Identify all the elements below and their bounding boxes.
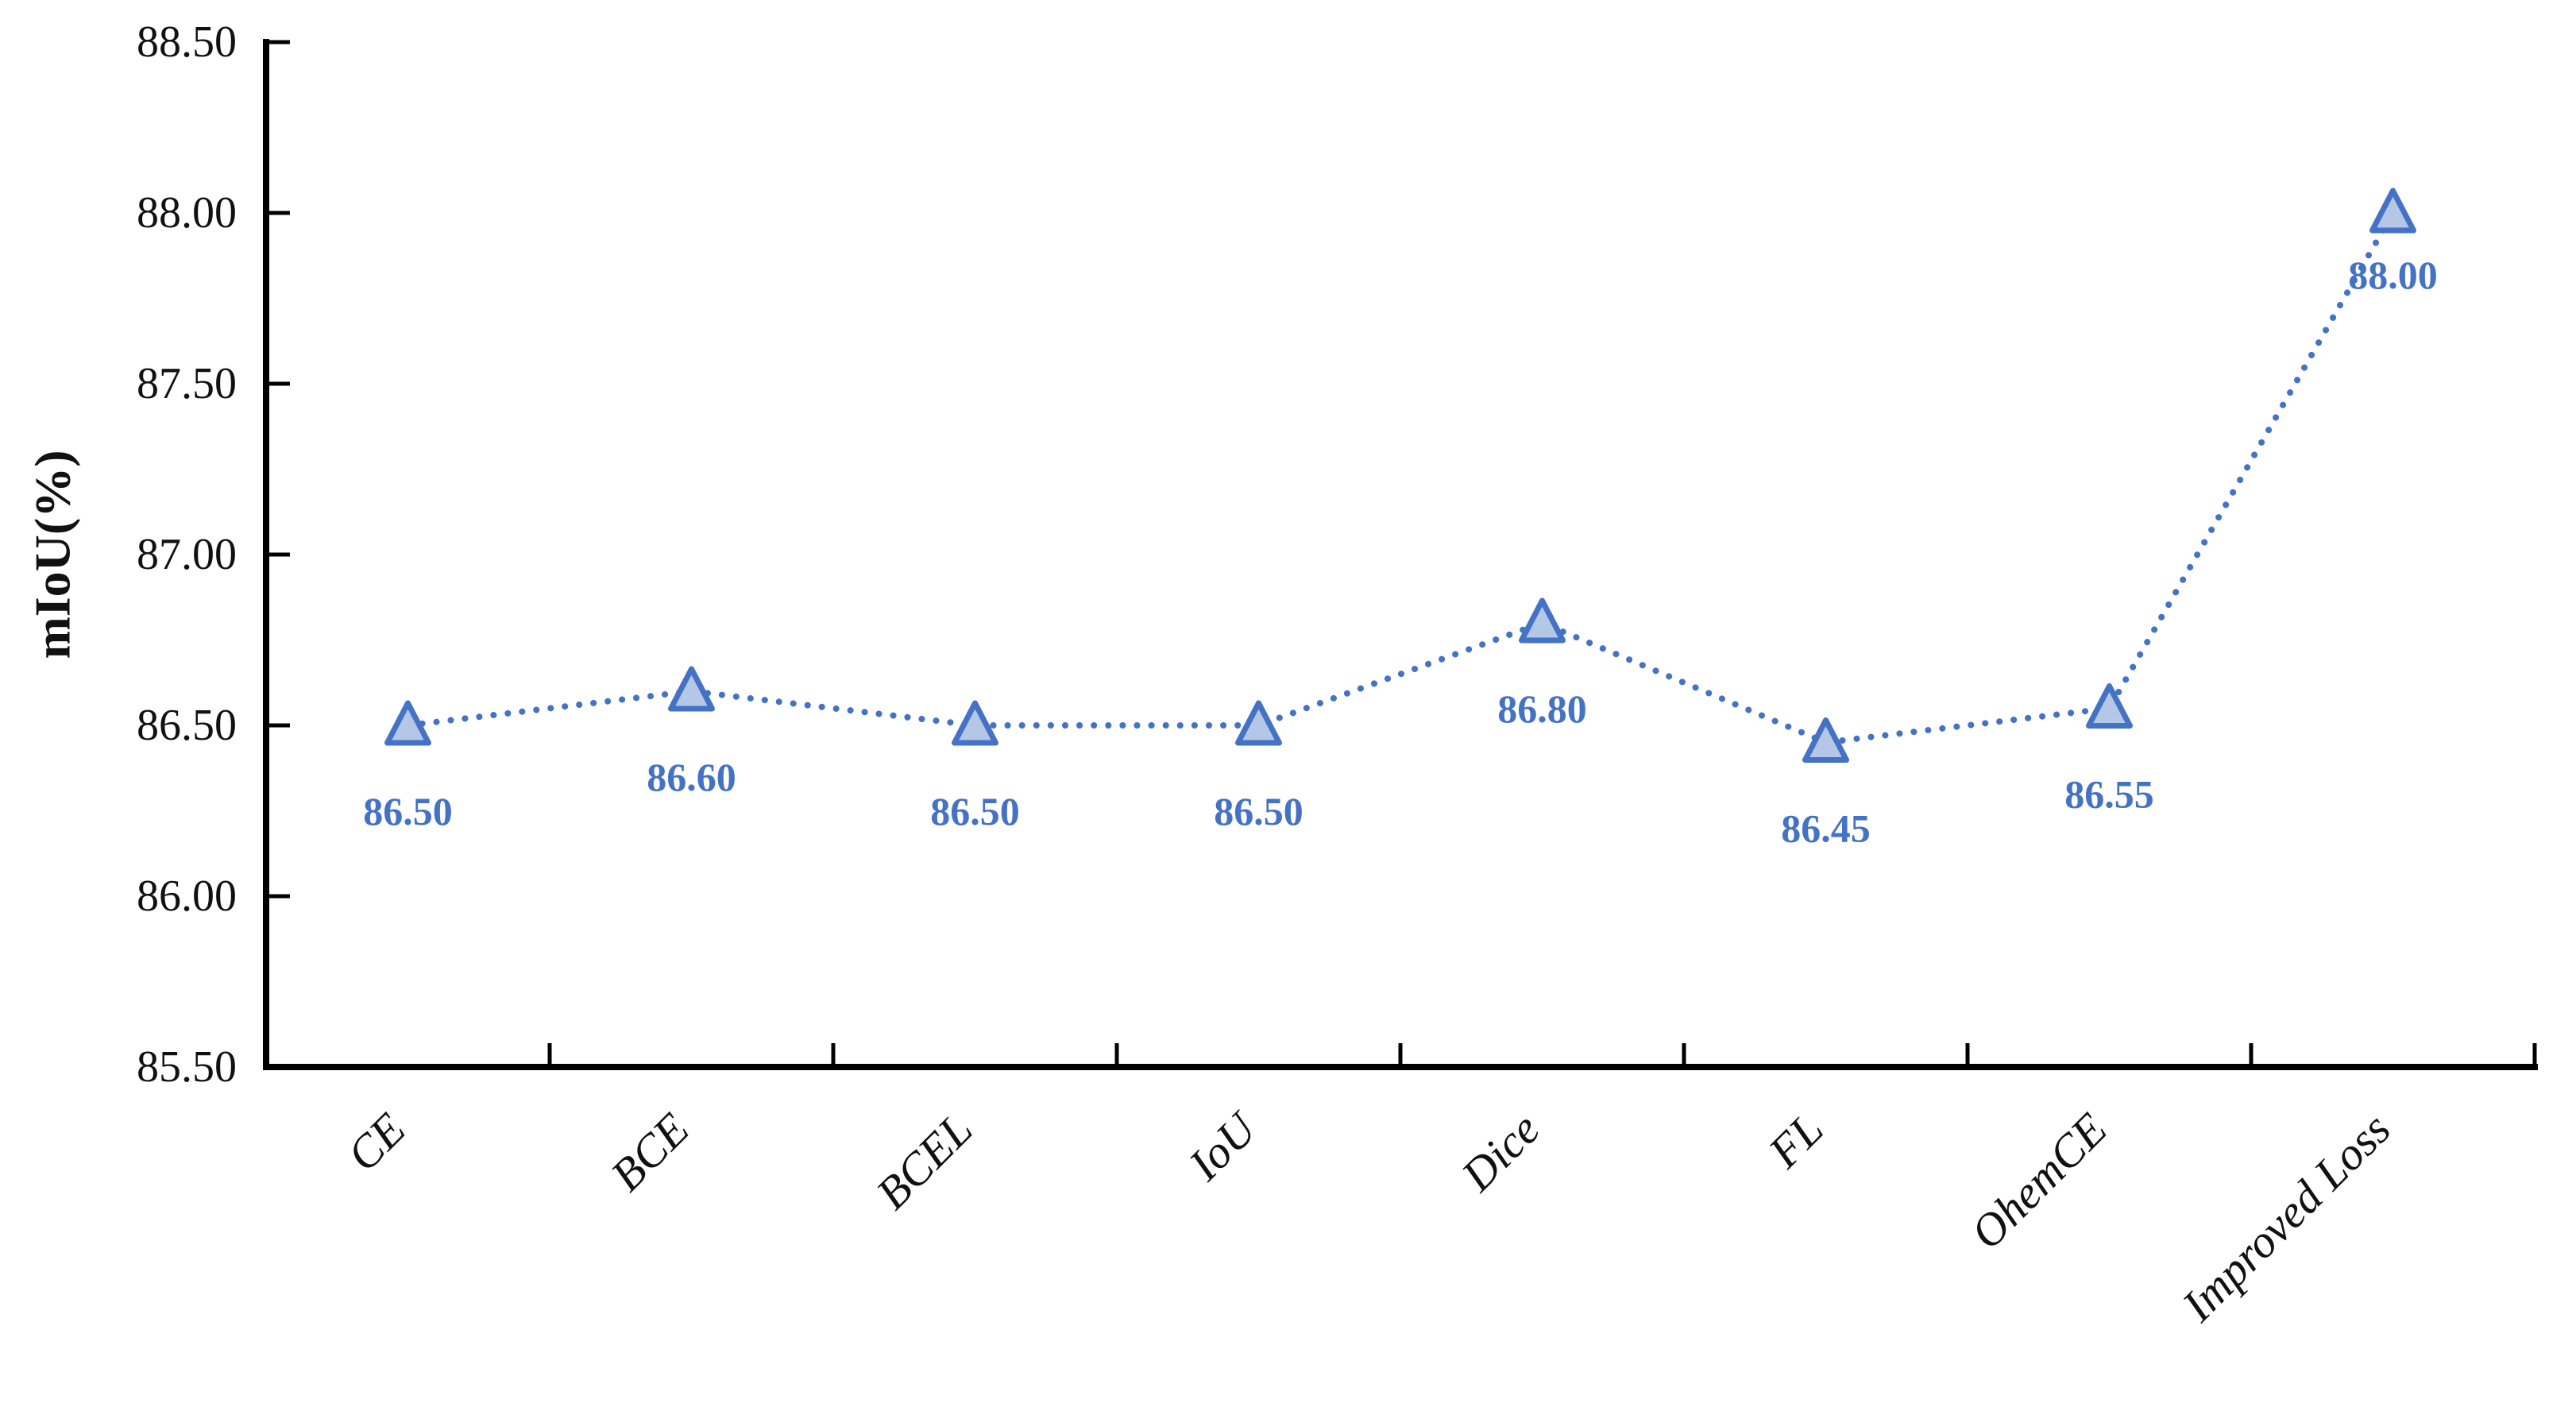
y-tick-label: 88.00 [137, 188, 237, 238]
data-label: 86.55 [2064, 772, 2154, 817]
x-category-label: Improved Loss [2172, 1103, 2400, 1332]
data-label: 86.45 [1781, 806, 1871, 851]
data-label: 86.50 [930, 789, 1020, 833]
x-category-label: BCE [601, 1103, 698, 1200]
data-point-marker [952, 700, 998, 746]
data-point-marker [384, 700, 431, 746]
y-tick-label: 87.50 [137, 359, 237, 408]
series-line [404, 210, 2396, 746]
y-tick-label: 86.00 [137, 872, 237, 921]
x-category-label: Dice [1451, 1103, 1550, 1201]
x-category-label: BCEL [866, 1103, 982, 1219]
y-axis-title: mIoU(%) [25, 450, 81, 659]
data-point-marker [2369, 188, 2416, 234]
x-category-label: IoU [1178, 1100, 1268, 1190]
y-tick-label: 87.00 [137, 530, 237, 579]
y-tick-label: 85.50 [137, 1042, 237, 1092]
data-label: 86.60 [647, 755, 736, 799]
data-point-marker [1519, 597, 1566, 644]
data-label: 86.50 [1214, 789, 1303, 833]
data-point-marker [1802, 717, 1849, 763]
x-category-label: OhemCE [1960, 1103, 2116, 1258]
y-tick-label: 86.50 [137, 701, 237, 750]
data-label: 86.50 [363, 789, 453, 833]
x-category-label: FL [1758, 1103, 1833, 1178]
data-point-marker [668, 666, 715, 712]
data-point-marker [1235, 700, 1282, 746]
data-point-marker [2086, 683, 2133, 729]
data-label: 88.00 [2348, 253, 2438, 297]
x-category-label: CE [337, 1103, 415, 1181]
y-tick-label: 88.50 [137, 17, 237, 67]
data-label: 86.80 [1497, 686, 1587, 731]
